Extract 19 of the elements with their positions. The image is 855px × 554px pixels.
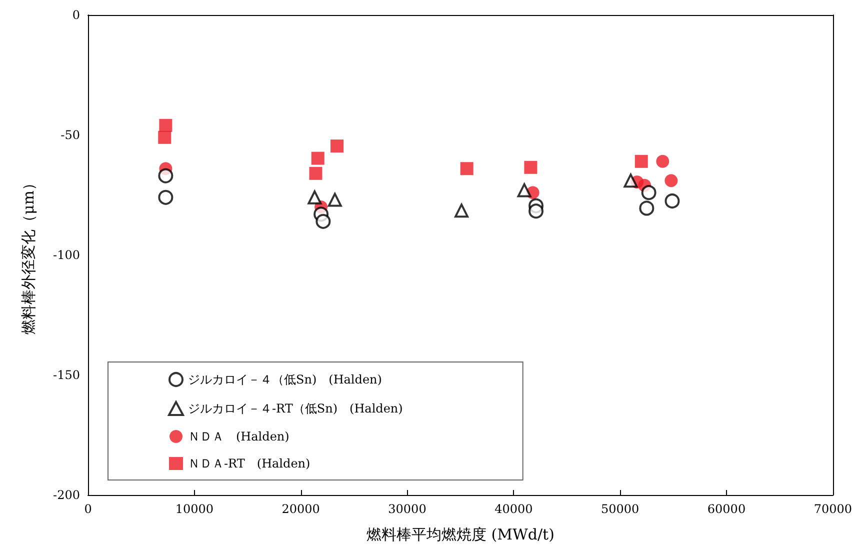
legend-label: ＮＤＡ-RT (Halden) xyxy=(188,456,310,470)
legend-label: ＮＤＡ (Halden) xyxy=(188,430,290,444)
y-tick-label: 0 xyxy=(72,8,80,22)
legend-label: ジルカロイ－４（低Sn) (Halden) xyxy=(188,372,382,386)
y-tick-label: -100 xyxy=(53,248,80,262)
x-axis-title: 燃料棒平均燃焼度 (MWd/t) xyxy=(366,526,554,544)
y-tick-label: -150 xyxy=(53,368,80,382)
legend-label: ジルカロイ－４-RT（低Sn) (Halden) xyxy=(188,402,403,416)
x-tick-label: 60000 xyxy=(707,502,746,516)
x-tick-label: 40000 xyxy=(494,502,533,516)
x-tick-label: 70000 xyxy=(814,502,852,516)
y-axis-title: 燃料棒外径変化（μm） xyxy=(20,176,38,334)
x-tick-label: 30000 xyxy=(388,502,426,516)
x-tick-label: 20000 xyxy=(282,502,320,516)
x-tick-label: 50000 xyxy=(600,502,640,516)
x-tick-label: 10000 xyxy=(175,502,214,516)
x-tick-label: 0 xyxy=(84,502,92,516)
y-tick-label: -50 xyxy=(60,128,80,142)
y-tick-label: -200 xyxy=(53,488,80,502)
